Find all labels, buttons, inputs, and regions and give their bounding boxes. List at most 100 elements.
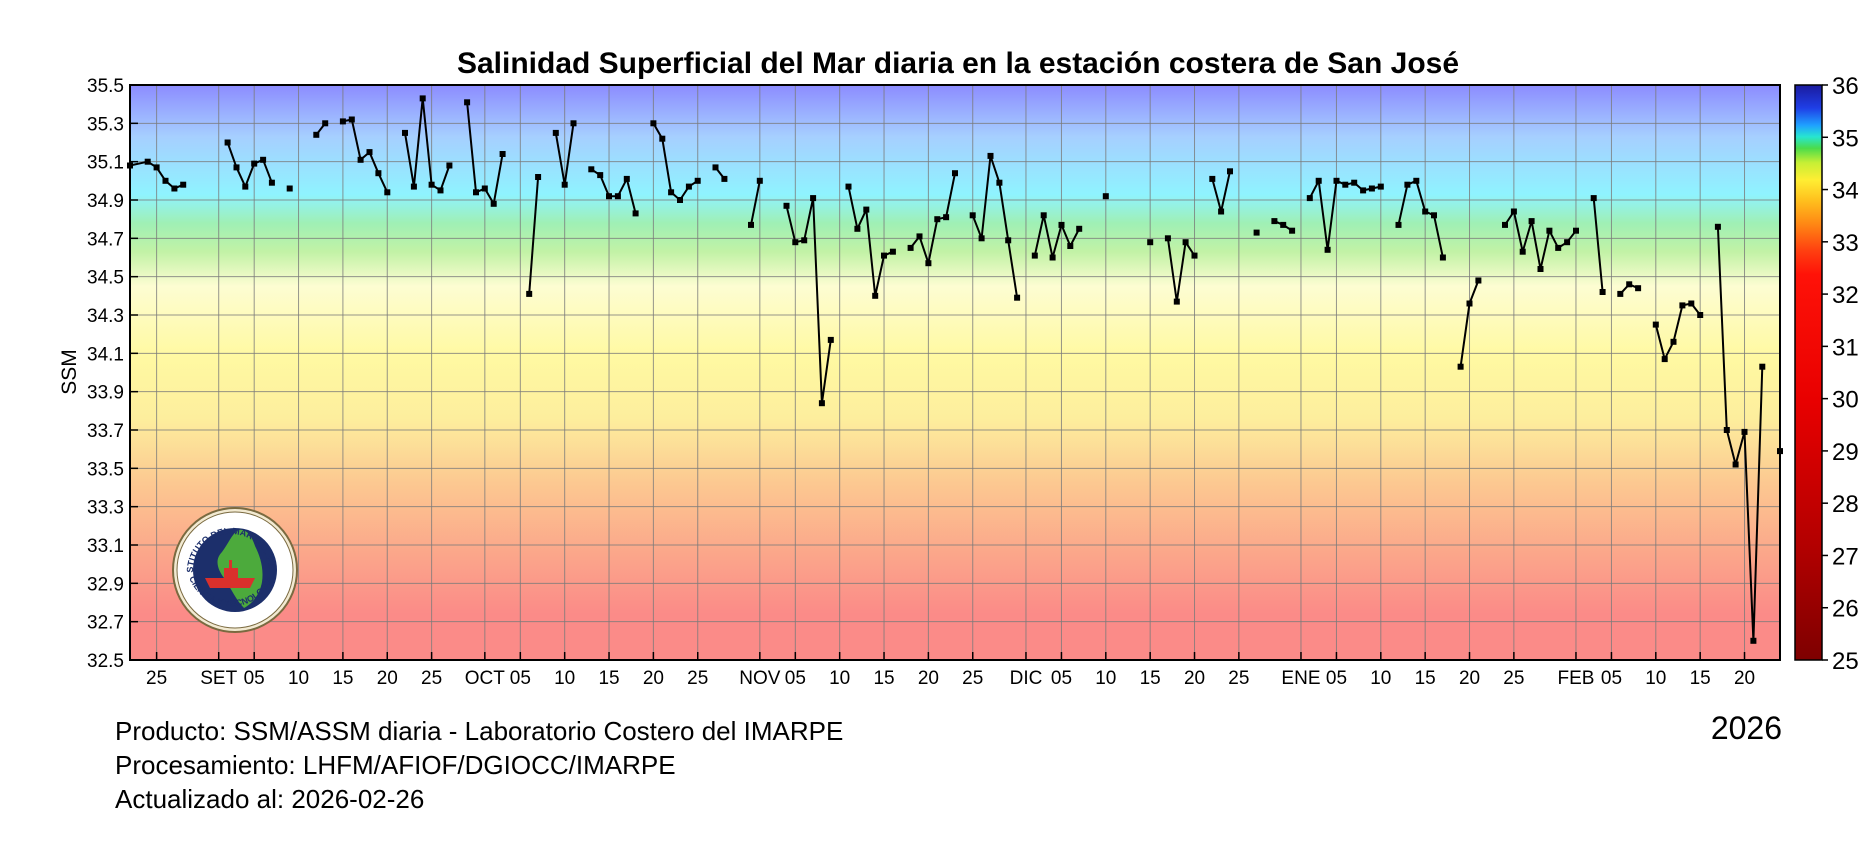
data-point [1759,363,1766,370]
data-point [1626,281,1633,288]
data-point [242,183,249,190]
x-axis: 25 SET 05 10 15 20 25 OCT 05 10 15 20 25 NOV 05 10 15 20 2… [146,652,1755,689]
data-point [1555,244,1562,251]
data-point [1173,298,1180,305]
x-tick-label: 15 [598,668,619,689]
x-tick-label: 20 [1734,668,1755,689]
footer-actualizado: Actualizado al: 2026-02-26 [115,784,425,814]
x-tick-label: 25 [962,668,983,689]
data-point [845,183,852,190]
data-point [473,189,479,196]
data-point [606,193,612,200]
data-point [1635,285,1642,292]
data-point [375,170,382,177]
data-point [1280,221,1287,228]
data-point [1324,246,1331,253]
y-tick-label: 34.5 [87,268,124,289]
data-point [1315,177,1322,184]
data-point [1688,300,1695,307]
data-point [712,164,719,171]
data-point [1732,461,1739,468]
data-point [1182,239,1189,246]
data-point [260,156,267,163]
data-point [490,200,497,207]
data-point [224,139,231,146]
data-point [1537,266,1544,272]
data-point [1679,302,1686,309]
y-tick-label: 33.1 [87,536,124,557]
x-tick-label: SET [200,668,237,689]
series-line-segment [1397,179,1444,258]
data-point [614,193,621,200]
data-point [1306,195,1313,202]
y-tick-label: 32.7 [87,613,124,634]
x-tick-label: OCT [465,668,506,689]
data-point [748,221,754,228]
data-point [677,197,683,203]
data-point [1573,227,1579,234]
y-tick-label: 33.5 [87,459,124,480]
data-point [925,260,932,267]
x-tick-label: 10 [288,668,309,689]
data-point [526,290,533,297]
x-tick-label: ENE [1281,668,1320,689]
y-tick-label: 33.7 [87,421,124,442]
data-point [535,174,542,180]
colorbar-tick-label: 31 [1832,334,1859,361]
data-point [1599,289,1606,295]
data-point [339,118,346,125]
data-point [1209,175,1216,182]
data-point [1049,254,1056,261]
data-point [1360,187,1367,194]
data-point [410,183,417,190]
data-point [1590,195,1597,202]
data-point [419,95,426,102]
data-point [1510,208,1517,215]
x-tick-label: 20 [918,668,939,689]
data-point [1697,312,1704,318]
colorbar-tick-label: 32 [1832,282,1859,309]
y-tick-label: 34.3 [87,306,124,327]
x-tick-label: 15 [332,668,353,689]
x-tick-label: 15 [1690,668,1711,689]
data-point [1519,248,1526,255]
data-point [1333,177,1340,184]
x-tick-label: 15 [1415,668,1436,689]
colorbar-tick-label: 30 [1832,387,1859,414]
data-point [1661,356,1668,363]
data-point [632,210,639,217]
x-tick-label: 25 [146,668,167,689]
data-point [1271,218,1278,225]
data-point [694,177,701,184]
data-point [233,164,240,171]
data-point [659,135,666,142]
data-point [348,116,355,123]
data-point [1005,237,1012,244]
colorbar-tick-label: 25 [1832,648,1859,675]
data-point [561,181,568,188]
chart-title: Salinidad Superficial del Mar diaria en … [457,47,1459,80]
plot-background [130,85,1780,660]
colorbar-tick-label: 29 [1832,439,1859,466]
x-tick-label: 10 [554,668,575,689]
x-tick-label: 20 [1459,668,1480,689]
data-point [1617,290,1624,297]
data-point [322,120,329,127]
y-tick-label: 35.3 [87,114,124,135]
data-point [1395,221,1402,228]
data-point [1076,225,1083,232]
data-point [1368,185,1375,192]
series-line-segment [1716,226,1764,642]
data-point [916,233,923,240]
data-point [180,181,187,188]
data-point [818,400,825,407]
footer-procesamiento: Procesamiento: LHFM/AFIOF/DGIOCC/IMARPE [115,750,676,780]
data-point [402,129,408,136]
x-tick-label: 10 [1645,668,1666,689]
data-point [1457,363,1464,370]
x-tick-label: 05 [1326,668,1347,689]
series-line-segment [1592,198,1604,293]
data-point [1058,221,1065,228]
series-line-segment [226,142,273,188]
data-point [668,189,675,196]
